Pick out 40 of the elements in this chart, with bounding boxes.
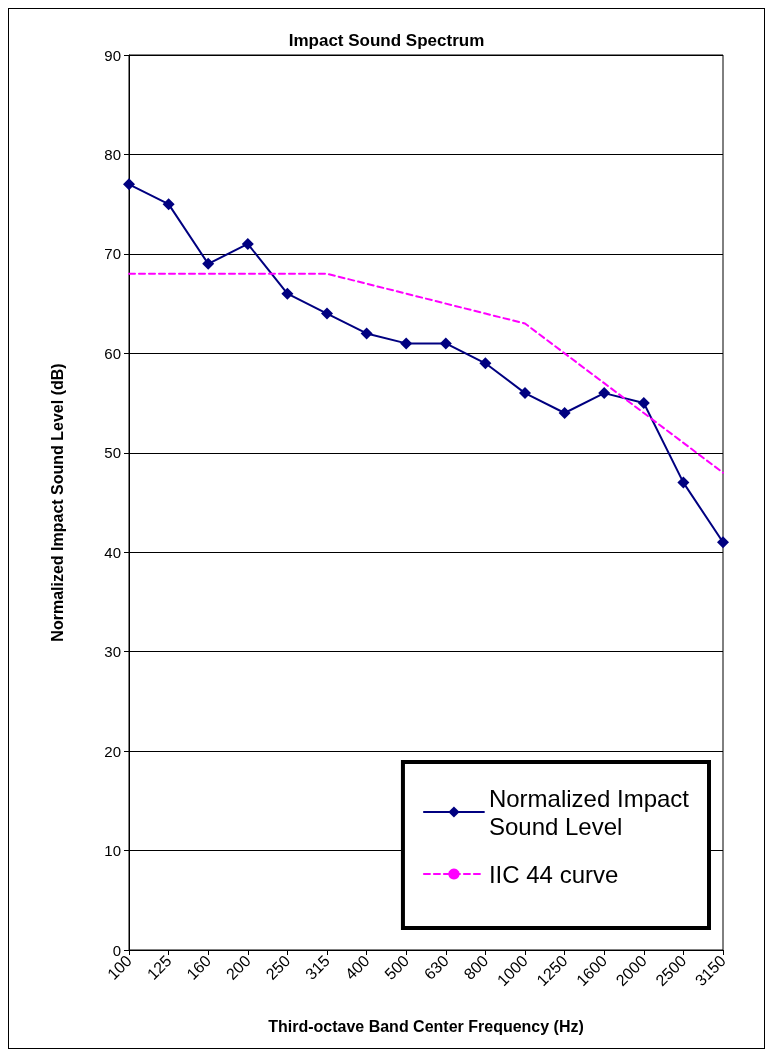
x-tick-label: 800: [460, 951, 492, 983]
x-axis-title: Third-octave Band Center Frequency (Hz): [268, 1017, 584, 1035]
y-tick-label: 20: [104, 742, 121, 760]
x-tick-label: 500: [381, 951, 413, 983]
legend-label: IIC 44 curve: [488, 860, 619, 888]
y-tick-label: 40: [104, 543, 121, 561]
point: [479, 357, 492, 370]
point: [202, 257, 215, 270]
point: [677, 476, 690, 489]
y-tick-label: 90: [104, 46, 121, 64]
point: [558, 407, 571, 419]
x-tick-label: 125: [143, 951, 175, 983]
legend-label: Normalized Impact Sound Level: [488, 784, 690, 840]
x-tick-label: 250: [262, 951, 294, 983]
point: [162, 198, 175, 211]
x-tick-label: 160: [183, 951, 215, 983]
chart-title: Impact Sound Spectrum: [288, 31, 485, 50]
point: [321, 307, 333, 320]
point: [241, 237, 254, 250]
x-tick-label: 630: [420, 951, 452, 983]
point: [519, 387, 531, 400]
x-tick-label: 400: [341, 951, 373, 983]
point: [281, 287, 294, 300]
y-tick-label: 60: [104, 344, 121, 362]
point: [123, 178, 135, 191]
y-tick-label: 0: [112, 941, 121, 959]
point: [637, 397, 650, 410]
x-tick-label: 200: [222, 951, 254, 983]
y-tick-label: 10: [104, 842, 121, 860]
y-tick-label: 30: [104, 643, 121, 661]
point: [598, 387, 611, 400]
point: [717, 536, 729, 549]
y-tick-label: 50: [104, 444, 121, 462]
point: [439, 337, 452, 350]
point: [400, 337, 413, 350]
y-tick-label: 70: [104, 245, 121, 263]
y-tick-label: 80: [104, 145, 121, 163]
point: [360, 327, 373, 340]
y-axis-title: Normalized Impact Sound Level (dB): [48, 363, 66, 642]
x-tick-label: 315: [302, 951, 334, 983]
